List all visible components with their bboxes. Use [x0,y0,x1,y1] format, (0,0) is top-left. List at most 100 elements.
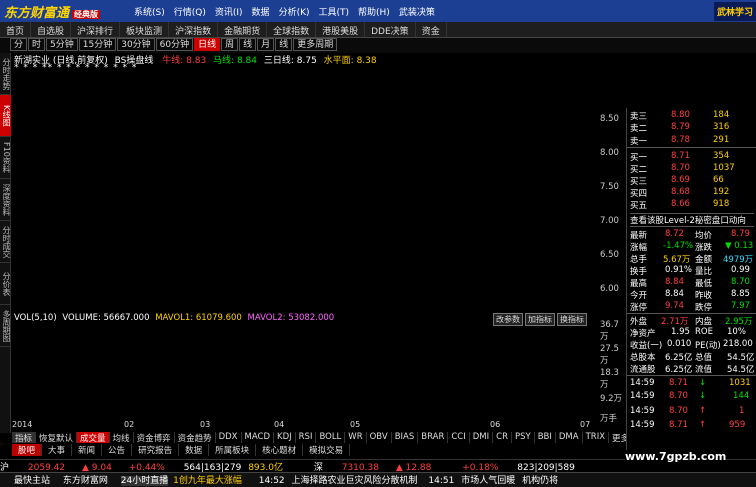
ask2-vol: 316 [713,122,730,132]
tab-research[interactable]: 研究报告 [132,444,180,456]
nav-index[interactable]: 沪深指数 [169,22,219,37]
ind-16[interactable]: DMI [470,432,494,443]
period-time[interactable]: 时 [28,38,46,51]
menu-info[interactable]: 资讯(I) [214,8,243,18]
period-5min[interactable]: 5分钟 [46,38,78,51]
menu-help[interactable]: 帮助(H) [358,8,390,18]
ind-18[interactable]: PSY [512,432,535,443]
stat-label: 最新 [630,231,648,241]
tab-announce[interactable]: 公告 [102,444,133,456]
tick-dir: ↓ [699,378,707,388]
ind-0[interactable]: 指标 [12,432,37,444]
bottom-tabs: 股吧 大事 新闻 公告 研究报告 数据 所属板块 核心题材 模拟交易 [12,444,608,456]
menu-system[interactable]: 系统(S) [134,8,165,18]
menu-quotes[interactable]: 行情(Q) [173,8,206,18]
nav-hk-us[interactable]: 港股美股 [316,22,366,37]
nav-funds[interactable]: 资金 [416,22,447,37]
period-week[interactable]: 周 [221,38,239,51]
news-item[interactable]: 东方财富网 [62,476,108,486]
change-indicator-button[interactable]: 换指标 [557,313,587,326]
tab-trades[interactable]: 分时成交 [0,221,11,263]
tab-price-table[interactable]: 分价表 [0,263,11,305]
period-daily[interactable]: 日线 [194,38,221,51]
news-item[interactable]: 机构仍将 [522,476,559,486]
volume-tick: 27.5万 [600,344,619,366]
ind-9[interactable]: RSI [296,432,317,443]
ind-2[interactable]: 成交量 [77,432,110,444]
tab-kline[interactable]: K线图 [0,95,11,137]
level2-link[interactable]: 查看该股Level-2秘密盘口动向 [630,213,754,227]
tab-f10[interactable]: F10资料 [0,137,11,179]
edit-params-button[interactable]: 改参数 [493,313,523,326]
ind-14[interactable]: BRAR [418,432,449,443]
ind-4[interactable]: 资金博弈 [134,432,175,444]
period-60min[interactable]: 60分钟 [155,38,194,51]
tab-forum[interactable]: 股吧 [12,444,43,456]
news-item[interactable]: 市场人气回暖 [461,476,516,486]
nav-ranking[interactable]: 沪深排行 [71,22,121,37]
ind-10[interactable]: BOLL [316,432,346,443]
period-min[interactable]: 分 [10,38,28,51]
ind-3[interactable]: 均线 [110,432,134,444]
ind-5[interactable]: 资金趋势 [175,432,216,444]
tab-events[interactable]: 大事 [42,444,73,456]
menu-tools[interactable]: 工具(T) [318,8,350,18]
ind-21[interactable]: TRIX [583,432,610,443]
nav-futures[interactable]: 金融期货 [218,22,268,37]
ind-17[interactable]: CR [493,432,512,443]
stat-value: 8.84 [665,277,684,287]
news-item[interactable]: 1创九年最大涨幅 [173,476,242,486]
period-30min[interactable]: 30分钟 [117,38,155,51]
tab-intraday[interactable]: 分时走势 [0,53,11,95]
menu-decision[interactable]: 武装决策 [398,8,435,18]
ind-11[interactable]: WR [345,432,367,443]
tab-sim[interactable]: 模拟交易 [303,444,351,456]
kline-chart[interactable] [12,0,608,440]
ind-15[interactable]: CCI [448,432,470,443]
ind-19[interactable]: BBI [535,432,556,443]
ind-6[interactable]: DDX [216,432,242,443]
ind-7[interactable]: MACD [242,432,274,443]
period-week-line[interactable]: 线 [239,38,257,51]
tab-deep[interactable]: 深度资料 [0,179,11,221]
news-item[interactable]: 24小时直播 [120,476,169,486]
sz-change: ▲ 12.88 [395,463,432,473]
period-month[interactable]: 月 [257,38,275,51]
bid3-price: 8.69 [671,175,690,185]
nav-dde[interactable]: DDE决策 [365,22,416,37]
ind-1[interactable]: 恢复默认 [36,432,78,444]
stat-value: 6.25亿 [665,353,693,363]
stat-label: 总值 [695,353,713,363]
volume-value: VOLUME: 56667.000 [62,313,150,323]
tab-news[interactable]: 新闻 [72,444,103,456]
period-month-line[interactable]: 线 [275,38,293,51]
news-item[interactable]: 上海择路农业巨灾风险分散机制 [291,476,418,486]
nav-sector[interactable]: 板块监测 [120,22,170,37]
sz-value: 7310.38 [341,463,379,473]
ind-8[interactable]: KDJ [274,432,296,443]
menu-data[interactable]: 数据 [251,8,270,18]
ind-13[interactable]: BIAS [392,432,419,443]
tab-multi-period[interactable]: 多周期图 [0,305,11,347]
stat-label: 均价 [695,231,713,241]
menu-analysis[interactable]: 分析(K) [278,8,310,18]
nav-watchlist[interactable]: 自选股 [31,22,72,37]
tab-data[interactable]: 数据 [179,444,210,456]
nav-home[interactable]: 首页 [0,22,32,37]
stat-value: 4979万 [723,255,754,265]
nav-global[interactable]: 全球指数 [267,22,317,37]
ask1-price: 8.78 [671,135,690,145]
period-15min[interactable]: 15分钟 [78,38,117,51]
news-item[interactable]: 最快主站 [14,476,51,486]
date-tick: 2014 [12,420,33,429]
tab-sectors[interactable]: 所属板块 [209,444,257,456]
add-indicator-button[interactable]: 加指标 [525,313,555,326]
brand-right[interactable]: 武林学习 [713,2,756,21]
ind-20[interactable]: DMA [556,432,583,443]
stat-label: 总股本 [630,353,656,363]
tab-themes[interactable]: 核心题材 [256,444,304,456]
date-tick: 05 [350,420,361,429]
period-more[interactable]: 更多周期 [293,38,338,51]
bid4-label: 买四 [630,189,648,199]
ind-12[interactable]: OBV [367,432,392,443]
